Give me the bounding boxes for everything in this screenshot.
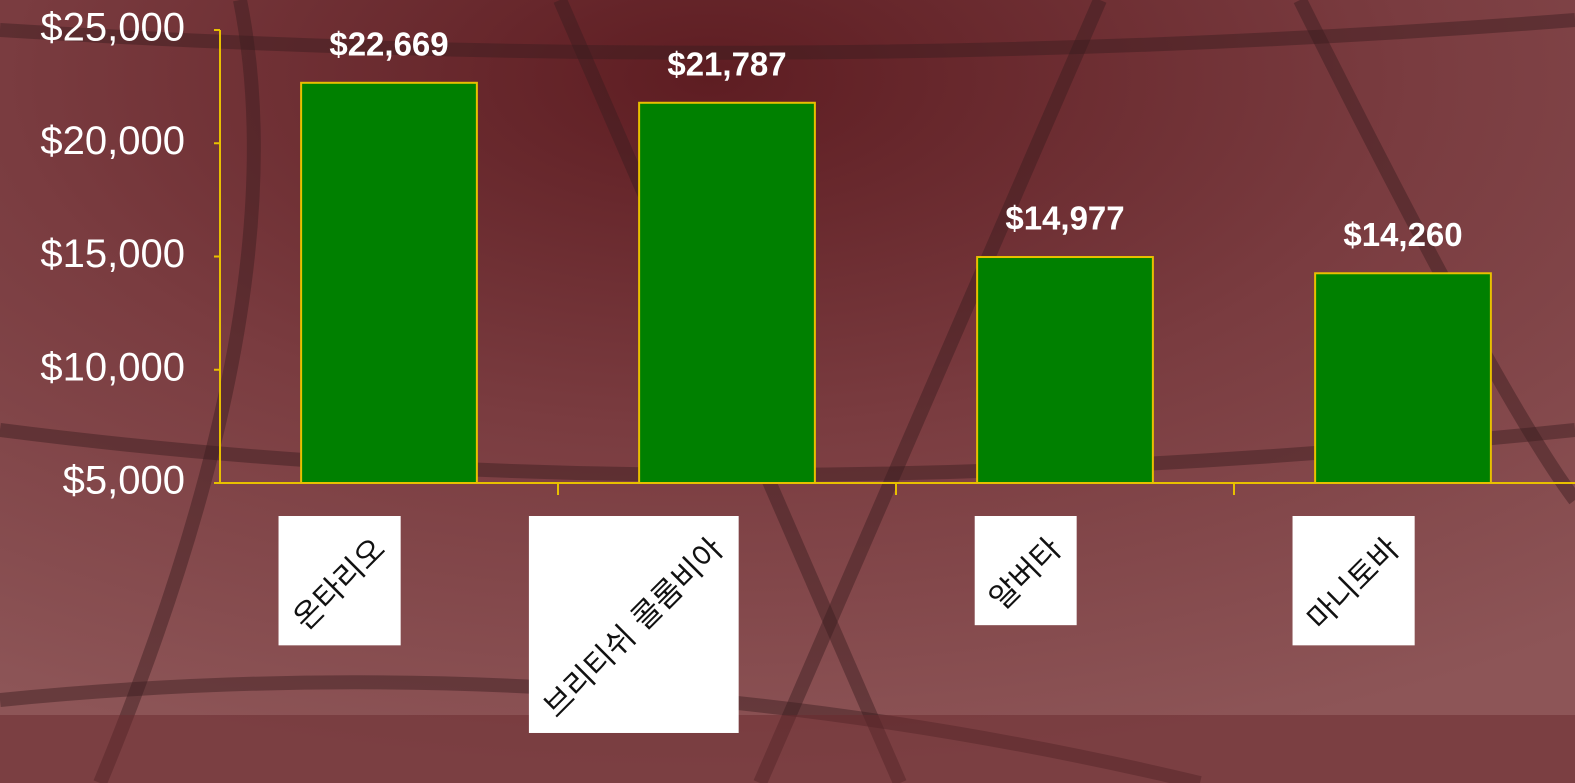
y-tick-label: $25,000 bbox=[40, 6, 185, 50]
bottom-band bbox=[0, 715, 1575, 783]
x-tick-label-box bbox=[528, 516, 739, 733]
bar bbox=[300, 81, 478, 484]
value-label: $21,787 bbox=[667, 45, 786, 82]
bar bbox=[1314, 272, 1492, 484]
x-tick-label-group: 브리티쉬 콜롬비아 bbox=[528, 516, 739, 733]
x-tick-label-group: 알버타 bbox=[974, 516, 1077, 626]
y-tick-label: $15,000 bbox=[40, 232, 185, 276]
y-tick-label: $10,000 bbox=[40, 345, 185, 389]
x-tick-label-group: 온타리오 bbox=[278, 516, 401, 646]
x-tick-label-group: 마니토바 bbox=[1292, 516, 1415, 646]
x-tick-label-box bbox=[974, 516, 1077, 626]
bar bbox=[976, 256, 1154, 484]
y-tick-label: $20,000 bbox=[40, 119, 185, 163]
bar bbox=[638, 101, 816, 485]
y-tick-label: $5,000 bbox=[63, 459, 185, 503]
value-label: $14,260 bbox=[1343, 216, 1462, 253]
value-label: $14,977 bbox=[1005, 200, 1124, 237]
x-tick-label-box bbox=[1292, 516, 1415, 646]
value-label: $22,669 bbox=[329, 26, 448, 63]
x-tick-label-box bbox=[278, 516, 401, 646]
